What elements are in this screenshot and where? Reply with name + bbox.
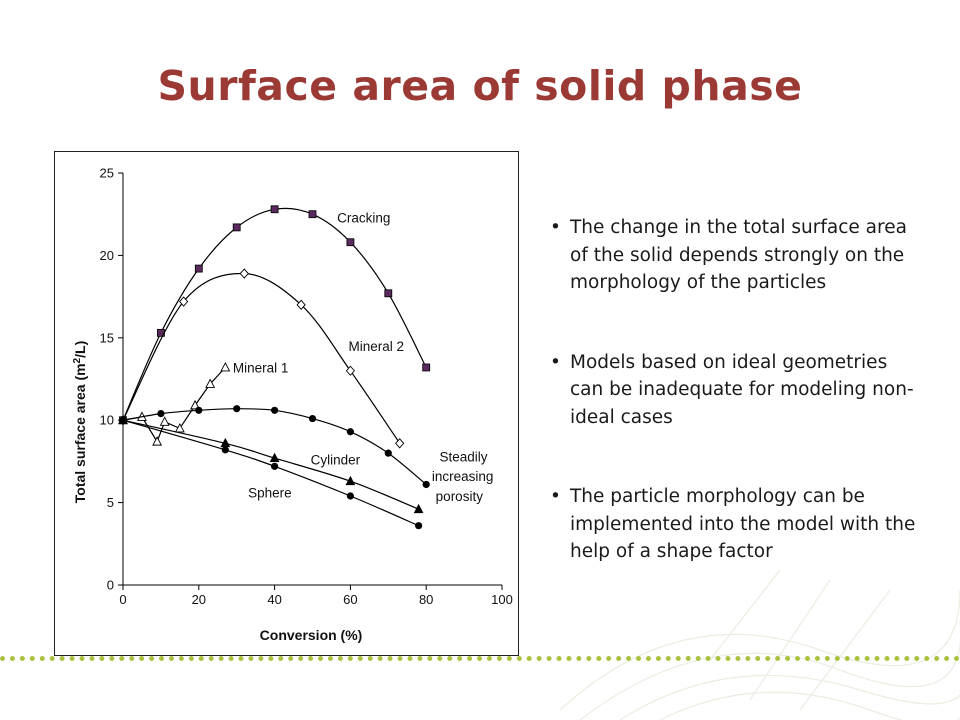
series-annotation-label: porosity (436, 489, 484, 504)
bullet-text: Models based on ideal geometries can be … (570, 351, 914, 428)
y-tick-label: 5 (107, 495, 114, 510)
mineral-1-point (174, 422, 185, 433)
y-tick-label: 20 (100, 248, 114, 263)
mineral-2-point (296, 299, 306, 311)
porosity-point (346, 428, 354, 436)
x-tick-label: 100 (491, 592, 513, 607)
slide-title: Surface area of solid phase (157, 62, 803, 110)
cracking-series-line (122, 207, 427, 421)
bullet-glyph: • (550, 486, 561, 507)
series-annotation-label: Cylinder (311, 453, 361, 468)
x-tick-label: 40 (267, 592, 281, 607)
series-annotation-label: Sphere (248, 486, 292, 501)
mineral-1-point (190, 399, 200, 410)
porosity-point (157, 410, 165, 418)
y-tick-label: 0 (107, 578, 114, 593)
series-annotation-label: increasing (432, 469, 494, 484)
cracking-point (422, 363, 431, 372)
cracking-point (346, 238, 355, 247)
porosity-point (384, 449, 392, 457)
mineral-2-series-line (122, 272, 401, 444)
cracking-point (270, 205, 279, 214)
mineral-2-point (395, 438, 405, 449)
cylinder-point (345, 475, 356, 486)
y-tick-label: 10 (100, 413, 114, 428)
cracking-point (308, 210, 317, 219)
sphere-point (346, 492, 354, 500)
x-tick-label: 20 (192, 592, 206, 607)
x-tick-label: 80 (419, 592, 433, 607)
bullet-text: The change in the total surface area of … (570, 217, 907, 293)
mineral-2-point (345, 365, 356, 376)
surface-area-chart: Total surface area (m2/L) Conversion (%)… (72, 166, 513, 644)
porosity-point (271, 406, 279, 414)
mineral-1-point (159, 416, 170, 426)
dotted-divider (0, 656, 960, 661)
sphere-point (221, 446, 229, 454)
mineral-2-point (239, 268, 249, 279)
bullet-item: • Models based on ideal geometries can be… (548, 349, 918, 432)
mineral-1-series-line (122, 367, 226, 443)
sphere-point (415, 522, 423, 530)
y-tick-label: 25 (100, 166, 114, 181)
series-annotation-label: Mineral 2 (349, 339, 405, 354)
mineral-2-point (179, 296, 189, 307)
sphere-series-line (122, 419, 419, 527)
y-axis-title: Total surface area (m2/L) (72, 341, 88, 503)
mineral-1-point (205, 378, 216, 388)
porosity-point (422, 480, 430, 489)
mineral-1-point (152, 436, 163, 446)
bullet-glyph: • (550, 217, 561, 238)
x-tick-label: 0 (119, 592, 126, 607)
mineral-1-point (220, 361, 231, 372)
sphere-point (119, 416, 127, 424)
series-annotation-label: Steadily (439, 449, 487, 464)
bullet-item: • The particle morphology can be implemen… (548, 483, 918, 566)
bullet-item: • The change in the total surface area of… (548, 214, 918, 297)
background-wave-decoration (560, 569, 960, 720)
chart-frame: Total surface area (m2/L) Conversion (%)… (54, 151, 519, 656)
cracking-point (384, 289, 393, 298)
x-axis-title: Conversion (%) (260, 627, 363, 643)
cylinder-point (413, 503, 424, 514)
x-tick-label: 60 (343, 592, 357, 607)
sphere-point (271, 462, 279, 470)
y-tick-label: 15 (100, 330, 114, 345)
porosity-point (195, 406, 203, 414)
bullet-text: The particle morphology can be implement… (570, 486, 916, 562)
series-annotation-label: Cracking (337, 210, 390, 225)
porosity-point (308, 414, 317, 423)
cracking-point (232, 223, 241, 232)
cracking-point (194, 264, 203, 273)
series-annotation-label: Mineral 1 (233, 360, 289, 375)
porosity-point (233, 405, 241, 413)
porosity-series-line (122, 408, 427, 485)
bullet-glyph: • (550, 351, 561, 373)
cylinder-point (269, 452, 280, 463)
bullet-list: • The change in the total surface area of… (548, 214, 918, 618)
